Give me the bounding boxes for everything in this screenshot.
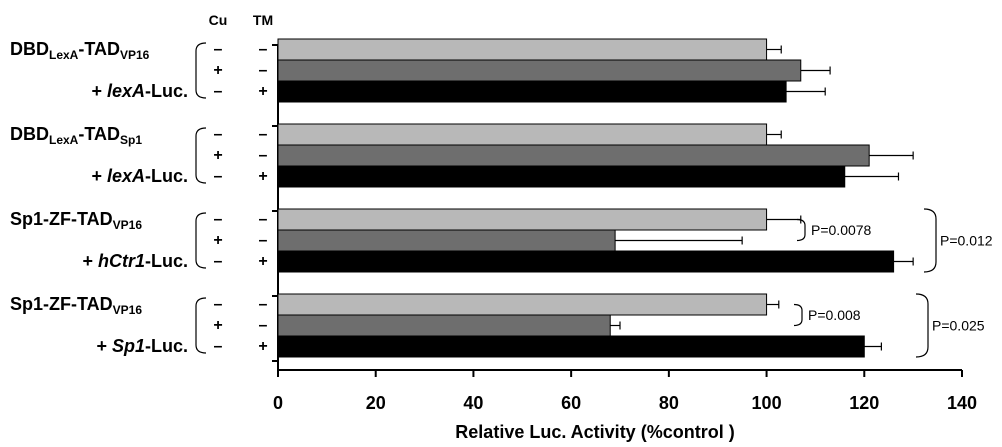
bar	[277, 123, 768, 146]
cu-sign: –	[214, 253, 223, 270]
reporter-label: + Sp1-Luc.	[96, 336, 188, 356]
bars	[277, 38, 914, 358]
cu-sign: +	[213, 232, 222, 249]
condition-bracket	[195, 212, 207, 269]
reporter-label: + hCtr1-Luc.	[82, 251, 188, 271]
x-tick-label: 100	[752, 393, 782, 413]
x-axis-title: Relative Luc. Activity (%control )	[455, 422, 734, 442]
bar	[277, 165, 846, 188]
tm-sign: –	[259, 147, 268, 164]
tm-sign: +	[258, 168, 267, 185]
construct-label: Sp1-ZF-TADVP16	[10, 209, 142, 232]
bar	[277, 250, 895, 273]
p-value-bracket-outer	[923, 208, 937, 273]
x-tick-label: 0	[273, 393, 283, 413]
tm-sign: +	[258, 83, 267, 100]
construct-label: DBDLexA-TADSp1	[10, 124, 142, 147]
x-tick-label: 120	[849, 393, 879, 413]
bar	[277, 229, 616, 252]
bar	[277, 80, 787, 103]
tm-sign: –	[259, 62, 268, 79]
tm-sign: –	[259, 296, 268, 313]
p-value-annotations: P=0.0078 P=0.012 P=0.008 P=0.025	[793, 208, 993, 358]
cu-sign: +	[213, 317, 222, 334]
cu-sign: –	[214, 168, 223, 185]
condition-bracket	[195, 297, 207, 354]
tm-sign: –	[259, 41, 268, 58]
tm-sign: –	[259, 126, 268, 143]
bar	[277, 59, 802, 82]
tm-sign: –	[259, 317, 268, 334]
bar	[277, 144, 870, 167]
p-value-bracket-outer	[915, 293, 929, 358]
tm-sign: +	[258, 338, 267, 355]
bar	[277, 293, 768, 316]
x-tick-label: 60	[561, 393, 581, 413]
cu-sign: –	[214, 296, 223, 313]
reporter-label: + lexA-Luc.	[91, 81, 188, 101]
axes: 0 20 40 60 80 100 120 140 Relative Luc. Activity…	[272, 44, 977, 442]
p-value-bracket-pair	[793, 303, 803, 327]
p-value-outer: P=0.025	[932, 318, 985, 334]
cu-sign: +	[213, 147, 222, 164]
tm-sign: –	[259, 211, 268, 228]
x-tick-label: 40	[463, 393, 483, 413]
p-value-bracket-pair	[796, 218, 806, 242]
cu-sign: –	[214, 83, 223, 100]
cu-sign: –	[214, 211, 223, 228]
bar	[277, 208, 768, 231]
construct-label: DBDLexA-TADVP16	[10, 39, 150, 62]
column-header-cu: Cu	[209, 12, 228, 28]
cu-sign: +	[213, 62, 222, 79]
bar	[277, 335, 865, 358]
x-tick-label: 20	[366, 393, 386, 413]
group-labels: Cu TM – – + – – + DBDLexA-TADVP16 + lexA-Luc. – – + –…	[10, 12, 273, 356]
cu-sign: –	[214, 126, 223, 143]
bar	[277, 38, 768, 61]
construct-label: Sp1-ZF-TADVP16	[10, 294, 142, 317]
tm-sign: +	[258, 253, 267, 270]
x-tick-label: 80	[659, 393, 679, 413]
condition-bracket	[195, 127, 207, 184]
reporter-label: + lexA-Luc.	[91, 166, 188, 186]
bar	[277, 314, 611, 337]
p-value-pair: P=0.0078	[811, 222, 872, 238]
p-value-outer: P=0.012	[940, 233, 993, 249]
cu-sign: –	[214, 338, 223, 355]
x-tick-label: 140	[947, 393, 977, 413]
condition-bracket	[195, 42, 207, 99]
p-value-pair: P=0.008	[808, 307, 861, 323]
cu-sign: –	[214, 41, 223, 58]
column-header-tm: TM	[253, 12, 273, 28]
tm-sign: –	[259, 232, 268, 249]
